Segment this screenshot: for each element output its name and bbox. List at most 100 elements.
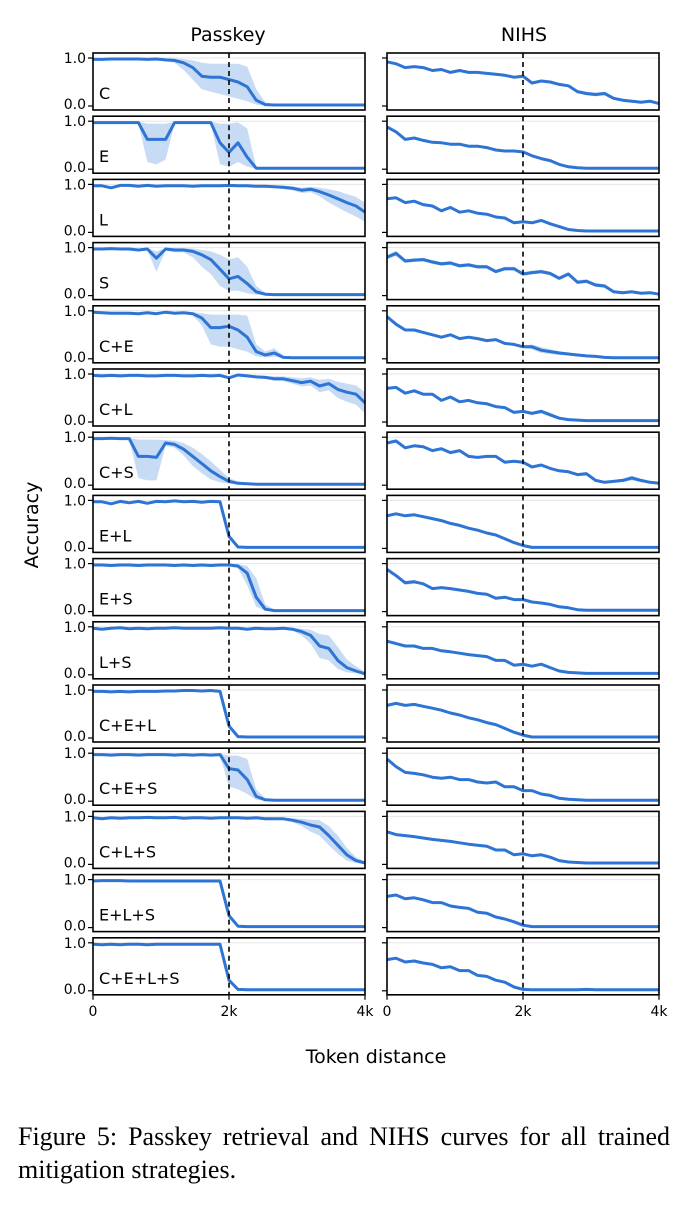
panel-label: C+E+L+S — [99, 969, 180, 988]
panel-frame — [386, 178, 660, 238]
y-tick-label: 0.0 — [64, 603, 86, 619]
panel-frame — [92, 52, 366, 111]
series-line-nihs — [386, 385, 659, 423]
y-tick-label: 1.0 — [64, 809, 86, 825]
y-tick-label: 0.0 — [64, 287, 86, 303]
panel-label: C+E+L — [99, 716, 156, 735]
y-tick-label: 1.0 — [64, 51, 86, 67]
panel-frame — [386, 241, 660, 301]
panel-frame — [386, 747, 660, 807]
panel-frame — [92, 178, 366, 238]
column-title-passkey: Passkey — [190, 24, 265, 46]
panel-label: C+E — [99, 337, 134, 356]
x-tick-label: 0 — [383, 1004, 392, 1020]
series-line-passkey — [92, 815, 366, 865]
panel-passkey-c-l: 1.0 0.0 C+L — [64, 367, 367, 429]
series-line-passkey — [92, 373, 367, 404]
y-tick-label: 1.0 — [64, 936, 86, 952]
y-tick-label: 0.0 — [64, 792, 86, 808]
panel-frame — [386, 557, 660, 617]
panel-label: S — [99, 274, 109, 293]
figure-caption: Figure 5: Passkey retrieval and NIHS cur… — [18, 1122, 670, 1184]
series-line-passkey — [92, 626, 366, 676]
panel-frame — [386, 494, 660, 554]
x-tick-label: 0 — [89, 1004, 98, 1020]
series-line-nihs — [386, 830, 659, 865]
panel-nihs-l — [382, 178, 660, 238]
series-line-nihs — [386, 893, 659, 929]
panel-nihs-c — [382, 52, 660, 111]
panel-label: E+L+S — [99, 906, 155, 925]
panel-frame — [386, 368, 660, 427]
panel-frame — [386, 431, 660, 491]
series-line-nihs — [386, 701, 659, 739]
y-tick-label: 1.0 — [64, 493, 86, 509]
series-line-nihs — [386, 639, 659, 675]
panel-frame — [92, 431, 366, 491]
panel-passkey-c-l-s: 1.0 0.0 C+L+S — [64, 809, 366, 871]
y-tick-label: 0.0 — [64, 539, 86, 555]
column-title-nihs: NIHS — [501, 24, 547, 46]
panel-frame — [92, 304, 366, 364]
panel-nihs-c-s — [382, 431, 660, 491]
panel-nihs-e-s — [382, 557, 660, 617]
series-line-passkey — [93, 57, 365, 107]
panel-label: L — [99, 210, 108, 229]
panel-frame — [386, 810, 660, 870]
panel-label: C+E+S — [99, 779, 157, 798]
series-line-nihs — [386, 125, 659, 170]
panel-nihs-c-l-s — [382, 810, 660, 870]
y-tick-label: 0.0 — [64, 160, 86, 176]
y-tick-label: 0.0 — [64, 413, 86, 429]
panel-frame — [92, 810, 366, 870]
series-line-passkey — [93, 183, 366, 214]
y-tick-label: 1.0 — [64, 430, 86, 446]
y-tick-label: 0.0 — [64, 982, 86, 998]
panel-frame — [386, 52, 660, 111]
panel-frame — [92, 241, 366, 301]
x-tick-label: 4k — [356, 1004, 374, 1020]
panel-frame — [92, 557, 366, 617]
x-tick-label: 2k — [220, 1004, 238, 1020]
x-tick-label: 2k — [514, 1004, 532, 1020]
y-tick-label: 0.0 — [64, 350, 86, 366]
panel-grid: 1.00.0C1.00.0E1.00.0L1.00.0S1.00.0C+E1.0… — [64, 51, 669, 1020]
panel-frame — [92, 494, 366, 554]
series-line-nihs — [386, 196, 659, 233]
panel-frame — [386, 304, 660, 364]
y-tick-label: 1.0 — [64, 873, 86, 889]
series-line-passkey — [93, 563, 365, 613]
y-tick-label: 0.0 — [64, 855, 86, 871]
series-line-nihs — [386, 956, 659, 992]
panel-label: L+S — [99, 653, 131, 672]
panel-passkey-c-e-l-s: 1.0 0.0 C+E+L+S0 2k 4k — [64, 936, 375, 1020]
y-tick-label: 1.0 — [64, 304, 86, 320]
y-tick-label: 1.0 — [64, 241, 86, 257]
panel-nihs-e-l-s — [382, 873, 660, 933]
panel-passkey-c-e-l: 1.0 0.0 C+E+L — [64, 683, 366, 745]
panel-frame — [92, 873, 366, 933]
panel-label: C — [99, 84, 110, 103]
y-tick-label: 0.0 — [64, 729, 86, 745]
panel-frame — [386, 620, 660, 680]
panel-label: C+L+S — [99, 842, 156, 861]
panel-passkey-l: 1.0 0.0 L — [64, 177, 366, 239]
panel-passkey-c-e: 1.0 0.0 C+E — [64, 304, 366, 366]
panel-frame — [92, 747, 366, 807]
y-tick-label: 1.0 — [64, 746, 86, 762]
panel-frame — [92, 368, 366, 427]
panel-frame — [386, 873, 660, 933]
panel-passkey-e-l: 1.0 0.0 E+L — [64, 493, 366, 555]
panel-label: C+S — [99, 463, 134, 482]
panel-nihs-s — [382, 241, 660, 301]
panel-frame — [92, 115, 366, 174]
panel-passkey-e-s: 1.0 0.0 E+S — [64, 557, 366, 619]
y-tick-label: 0.0 — [64, 919, 86, 935]
y-tick-label: 0.0 — [64, 666, 86, 682]
panel-frame — [386, 115, 660, 174]
panel-passkey-e-l-s: 1.0 0.0 E+L+S — [64, 873, 366, 935]
panel-label: C+L — [99, 400, 133, 419]
panel-frame — [92, 620, 366, 680]
figure-panels: Passkey NIHS Accuracy Token distance 1.0… — [21, 24, 669, 1068]
panel-label: E — [99, 147, 109, 166]
